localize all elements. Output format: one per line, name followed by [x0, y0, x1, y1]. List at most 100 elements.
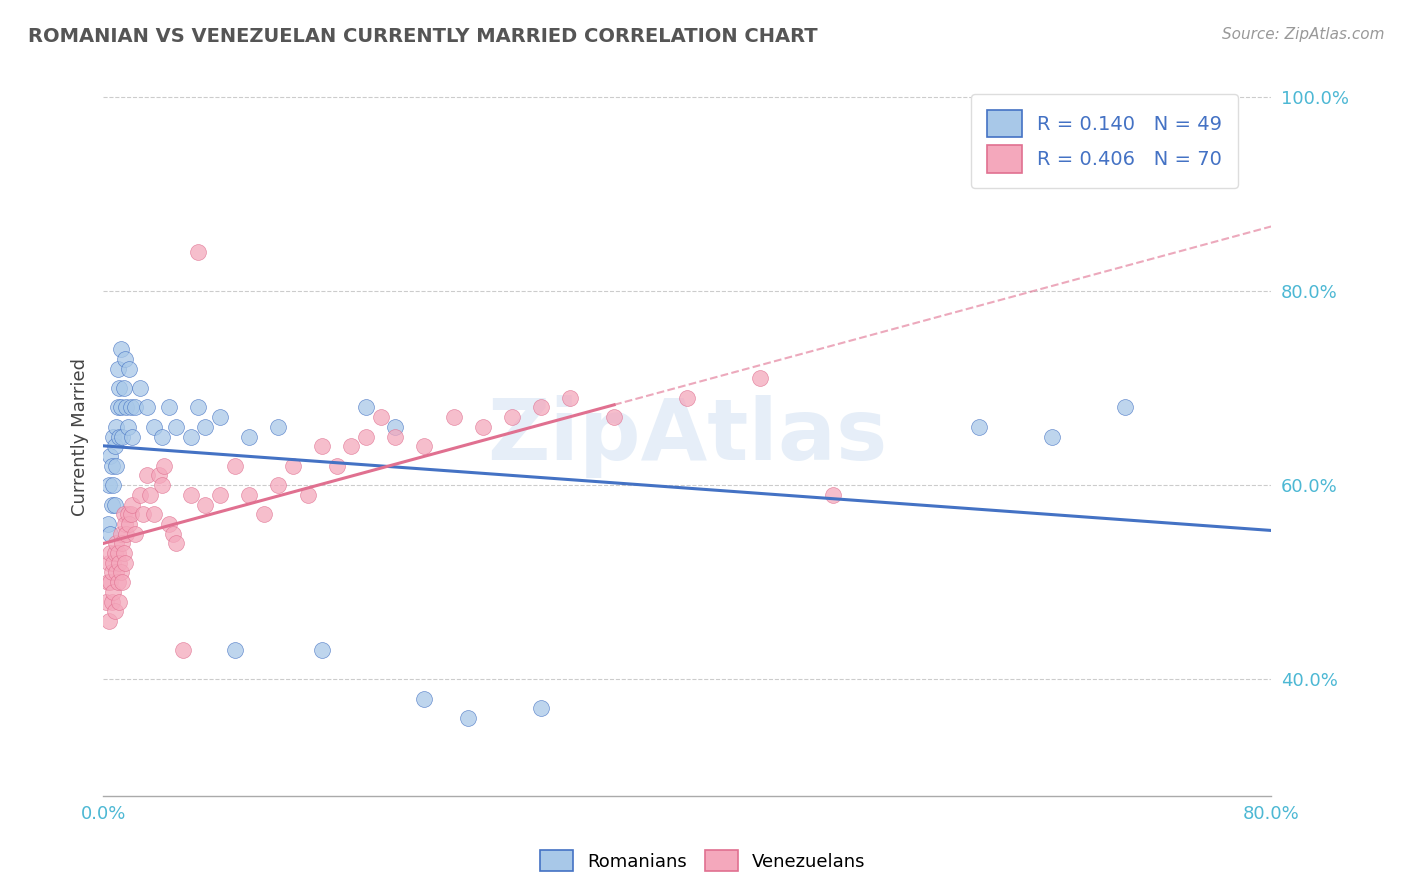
Point: [117, 508, 139, 522]
Point: [107, 546, 129, 560]
Point: [108, 594, 131, 608]
Point: [165, 536, 187, 550]
Point: [115, 401, 138, 415]
Text: ROMANIAN VS VENEZUELAN CURRENTLY MARRIED CORRELATION CHART: ROMANIAN VS VENEZUELAN CURRENTLY MARRIED…: [28, 27, 818, 45]
Point: [148, 468, 170, 483]
Point: [325, 458, 347, 473]
Point: [120, 508, 142, 522]
Point: [121, 498, 143, 512]
Point: [101, 458, 124, 473]
Point: [136, 401, 159, 415]
Point: [98, 614, 121, 628]
Point: [187, 401, 209, 415]
Point: [471, 420, 494, 434]
Point: [208, 488, 231, 502]
Point: [111, 429, 134, 443]
Point: [603, 410, 626, 425]
Point: [111, 536, 134, 550]
Point: [384, 429, 406, 443]
Point: [311, 439, 333, 453]
Point: [100, 449, 122, 463]
Point: [413, 439, 436, 453]
Point: [136, 468, 159, 483]
Point: [114, 556, 136, 570]
Point: [150, 429, 173, 443]
Point: [98, 478, 121, 492]
Text: ZipAtlas: ZipAtlas: [486, 395, 887, 478]
Point: [111, 575, 134, 590]
Point: [530, 701, 553, 715]
Point: [100, 546, 122, 560]
Point: [823, 488, 845, 502]
Point: [124, 401, 146, 415]
Point: [121, 429, 143, 443]
Point: [165, 420, 187, 434]
Point: [110, 566, 132, 580]
Point: [172, 643, 194, 657]
Point: [101, 566, 124, 580]
Point: [100, 575, 122, 590]
Point: [105, 458, 128, 473]
Point: [143, 420, 166, 434]
Point: [98, 556, 121, 570]
Point: [101, 498, 124, 512]
Point: [103, 478, 125, 492]
Point: [100, 526, 122, 541]
Point: [114, 351, 136, 366]
Point: [107, 575, 129, 590]
Point: [157, 401, 180, 415]
Point: [224, 643, 246, 657]
Point: [530, 401, 553, 415]
Point: [560, 391, 582, 405]
Point: [103, 585, 125, 599]
Point: [208, 410, 231, 425]
Point: [194, 498, 217, 512]
Point: [118, 361, 141, 376]
Point: [187, 245, 209, 260]
Point: [112, 508, 135, 522]
Text: Source: ZipAtlas.com: Source: ZipAtlas.com: [1222, 27, 1385, 42]
Point: [501, 410, 523, 425]
Point: [104, 604, 127, 618]
Point: [162, 526, 184, 541]
Point: [238, 429, 260, 443]
Point: [104, 439, 127, 453]
Point: [94, 594, 117, 608]
Point: [153, 458, 176, 473]
Point: [749, 371, 772, 385]
Point: [354, 401, 377, 415]
Point: [108, 381, 131, 395]
Point: [297, 488, 319, 502]
Point: [101, 594, 124, 608]
Point: [110, 526, 132, 541]
Point: [967, 420, 990, 434]
Point: [110, 401, 132, 415]
Point: [108, 429, 131, 443]
Point: [267, 478, 290, 492]
Point: [96, 575, 118, 590]
Point: [104, 546, 127, 560]
Point: [115, 526, 138, 541]
Point: [180, 488, 202, 502]
Point: [124, 526, 146, 541]
Point: [143, 508, 166, 522]
Point: [1114, 401, 1136, 415]
Point: [110, 343, 132, 357]
Point: [128, 381, 150, 395]
Point: [676, 391, 699, 405]
Point: [384, 420, 406, 434]
Point: [105, 536, 128, 550]
Point: [107, 401, 129, 415]
Point: [96, 516, 118, 531]
Point: [112, 546, 135, 560]
Point: [114, 516, 136, 531]
Point: [194, 420, 217, 434]
Point: [104, 498, 127, 512]
Point: [457, 711, 479, 725]
Point: [224, 458, 246, 473]
Point: [139, 488, 162, 502]
Point: [253, 508, 276, 522]
Point: [281, 458, 304, 473]
Point: [443, 410, 465, 425]
Point: [105, 420, 128, 434]
